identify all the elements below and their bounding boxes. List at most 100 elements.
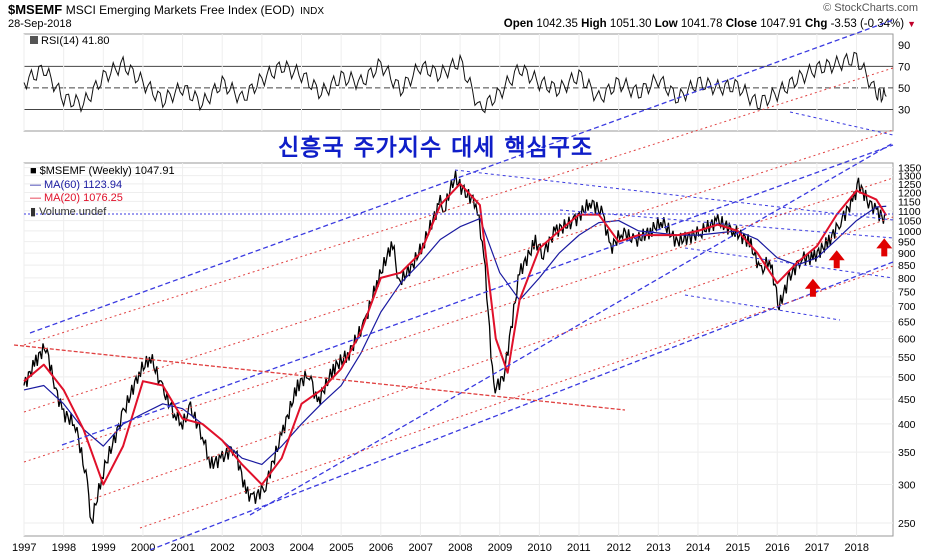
up-arrow-icon <box>804 278 821 297</box>
up-arrow-icon <box>828 250 845 269</box>
x-tick-label: 2008 <box>448 542 472 554</box>
low-value: 1041.78 <box>680 18 723 30</box>
rsi-legend: RSI(14) 41.80 <box>30 35 109 47</box>
x-tick-label: 2003 <box>250 542 274 554</box>
rsi-tick-label: 30 <box>898 104 910 116</box>
x-tick-label: 2009 <box>488 542 512 554</box>
x-tick-label: 2004 <box>290 542 314 554</box>
price-tick-label: 650 <box>898 317 916 329</box>
x-tick-label: 2011 <box>567 542 591 554</box>
x-tick-label: 1998 <box>52 542 76 554</box>
x-tick-label: 2016 <box>765 542 789 554</box>
x-tick-label: 2007 <box>408 542 432 554</box>
price-tick-label: 500 <box>898 372 916 384</box>
x-tick-label: 1997 <box>12 542 36 554</box>
price-tick-label: 1250 <box>898 179 922 191</box>
ma20-series-line <box>23 182 888 486</box>
price-panel <box>23 162 894 537</box>
symbol-description: MSCI Emerging Markets Free Index (EOD) <box>65 3 295 17</box>
high-value: 1051.30 <box>609 18 652 30</box>
x-tick-label: 2002 <box>210 542 234 554</box>
price-tick-label: 700 <box>898 301 916 313</box>
red-parallel-line <box>23 67 894 346</box>
x-tick-label: 2015 <box>726 542 750 554</box>
close-label: Close <box>725 18 758 30</box>
ma20-legend-swatch: — <box>30 192 41 204</box>
up-arrow-icon <box>876 238 893 257</box>
price-tick-label: 250 <box>898 518 916 530</box>
open-label: Open <box>503 18 534 30</box>
high-label: High <box>581 18 607 30</box>
x-tick-label: 2006 <box>369 542 393 554</box>
ohlc-readout: Open 1042.35 High 1051.30 Low 1041.78 Cl… <box>504 18 916 30</box>
symbol-title: $MSEMF MSCI Emerging Markets Free Index … <box>8 2 324 17</box>
descending-channel-line <box>559 209 894 239</box>
x-tick-label: 2013 <box>646 542 670 554</box>
volume-legend: ▮ Volume undef <box>30 206 107 218</box>
red-parallel-line <box>89 216 894 501</box>
price-tick-label: 1150 <box>898 196 921 208</box>
red-descending-line <box>13 344 626 411</box>
down-triangle-icon: ▼ <box>907 19 916 29</box>
overlay-korean-text: 신흥국 주가지수 대세 핵심구조 <box>278 135 594 161</box>
price-legend-icon: ■ <box>30 165 37 177</box>
x-tick-label: 2018 <box>845 542 869 554</box>
price-tick-label: 1100 <box>898 206 921 218</box>
descending-channel-line <box>684 247 894 279</box>
rsi-tick-label: 90 <box>898 40 910 52</box>
price-tick-label: 800 <box>898 273 916 285</box>
rsi-series-line <box>23 51 887 114</box>
price-tick-label: 850 <box>898 260 916 272</box>
x-tick-label: 2010 <box>527 542 551 554</box>
price-tick-label: 1300 <box>898 171 922 183</box>
exchange: INDX <box>300 6 325 17</box>
price-tick-label: 300 <box>898 480 916 492</box>
channel-line <box>149 261 894 551</box>
ma60-legend: — MA(60) 1123.94 <box>30 179 123 191</box>
x-tick-label: 2017 <box>805 542 829 554</box>
open-value: 1042.35 <box>536 18 578 30</box>
chart-date: 28-Sep-2018 <box>8 18 72 30</box>
volume-legend-swatch: ▮ <box>30 206 37 218</box>
rsi-tick-label: 70 <box>898 61 910 73</box>
rsi-legend-swatch <box>30 36 38 44</box>
rsi-panel <box>23 33 894 132</box>
price-tick-label: 1000 <box>898 226 922 238</box>
ma60-series-line <box>23 205 887 466</box>
channel-line <box>249 142 894 516</box>
x-tick-label: 2012 <box>607 542 631 554</box>
x-tick-label: 1999 <box>91 542 115 554</box>
brand-logo[interactable]: © StockCharts.com <box>823 2 918 14</box>
price-tick-label: 550 <box>898 352 916 364</box>
x-tick-label: 2005 <box>329 542 353 554</box>
chg-label: Chg <box>805 18 828 30</box>
price-legend: ■ $MSEMF (Weekly) 1047.91 <box>30 165 175 177</box>
price-tick-label: 350 <box>898 447 916 459</box>
channel-line <box>29 19 894 334</box>
ma60-legend-swatch: — <box>30 179 41 191</box>
chart-header: $MSEMF MSCI Emerging Markets Free Index … <box>0 0 936 34</box>
descending-channel-line <box>454 169 894 221</box>
x-tick-label: 2001 <box>171 542 195 554</box>
ma20-legend: — MA(20) 1076.25 <box>30 192 123 204</box>
price-tick-label: 1200 <box>898 187 922 199</box>
price-tick-label: 900 <box>898 248 916 260</box>
x-tick-label: 2014 <box>686 542 710 554</box>
chg-value: -3.53 (-0.34%) <box>830 18 905 30</box>
channel-line <box>61 144 894 446</box>
descending-channel-line <box>684 294 841 321</box>
price-tick-label: 400 <box>898 419 916 431</box>
price-tick-label: 1350 <box>898 163 922 175</box>
price-tick-label: 1050 <box>898 216 922 228</box>
close-value: 1047.91 <box>760 18 802 30</box>
price-tick-label: 450 <box>898 394 916 406</box>
price-tick-label: 950 <box>898 237 916 249</box>
red-parallel-line <box>23 129 894 413</box>
x-tick-label: 2000 <box>131 542 155 554</box>
price-tick-label: 600 <box>898 333 916 345</box>
symbol: $MSEMF <box>8 2 63 17</box>
rsi-tick-label: 50 <box>898 83 910 95</box>
low-label: Low <box>654 18 678 30</box>
price-tick-label: 750 <box>898 286 916 298</box>
